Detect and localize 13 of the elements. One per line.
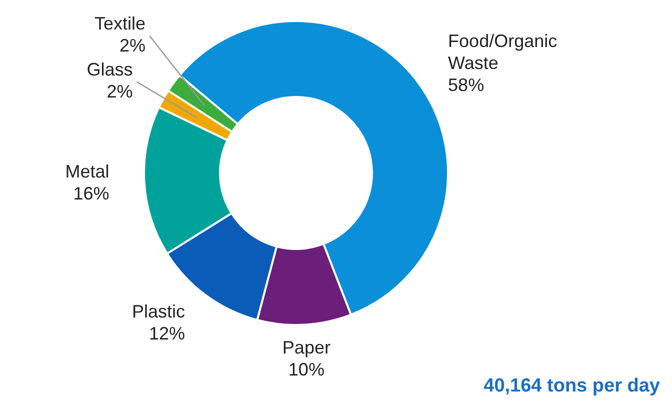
slice-label: Metal xyxy=(65,161,110,182)
slice-label: Paper xyxy=(282,338,330,358)
data-label: 2% xyxy=(119,36,146,56)
slice-label: Food/Organic Waste xyxy=(448,31,558,74)
text: 40,164 tons per day xyxy=(484,376,660,397)
data-label: 12% xyxy=(149,323,186,344)
data-label: 10% xyxy=(288,360,324,380)
data-label: 16% xyxy=(73,183,110,204)
slice-label: Plastic xyxy=(132,301,186,322)
slice-label: Glass xyxy=(86,60,133,80)
data-label: 2% xyxy=(106,82,133,102)
slice-label: Textile xyxy=(94,14,146,34)
data-label: 58% xyxy=(448,75,484,96)
